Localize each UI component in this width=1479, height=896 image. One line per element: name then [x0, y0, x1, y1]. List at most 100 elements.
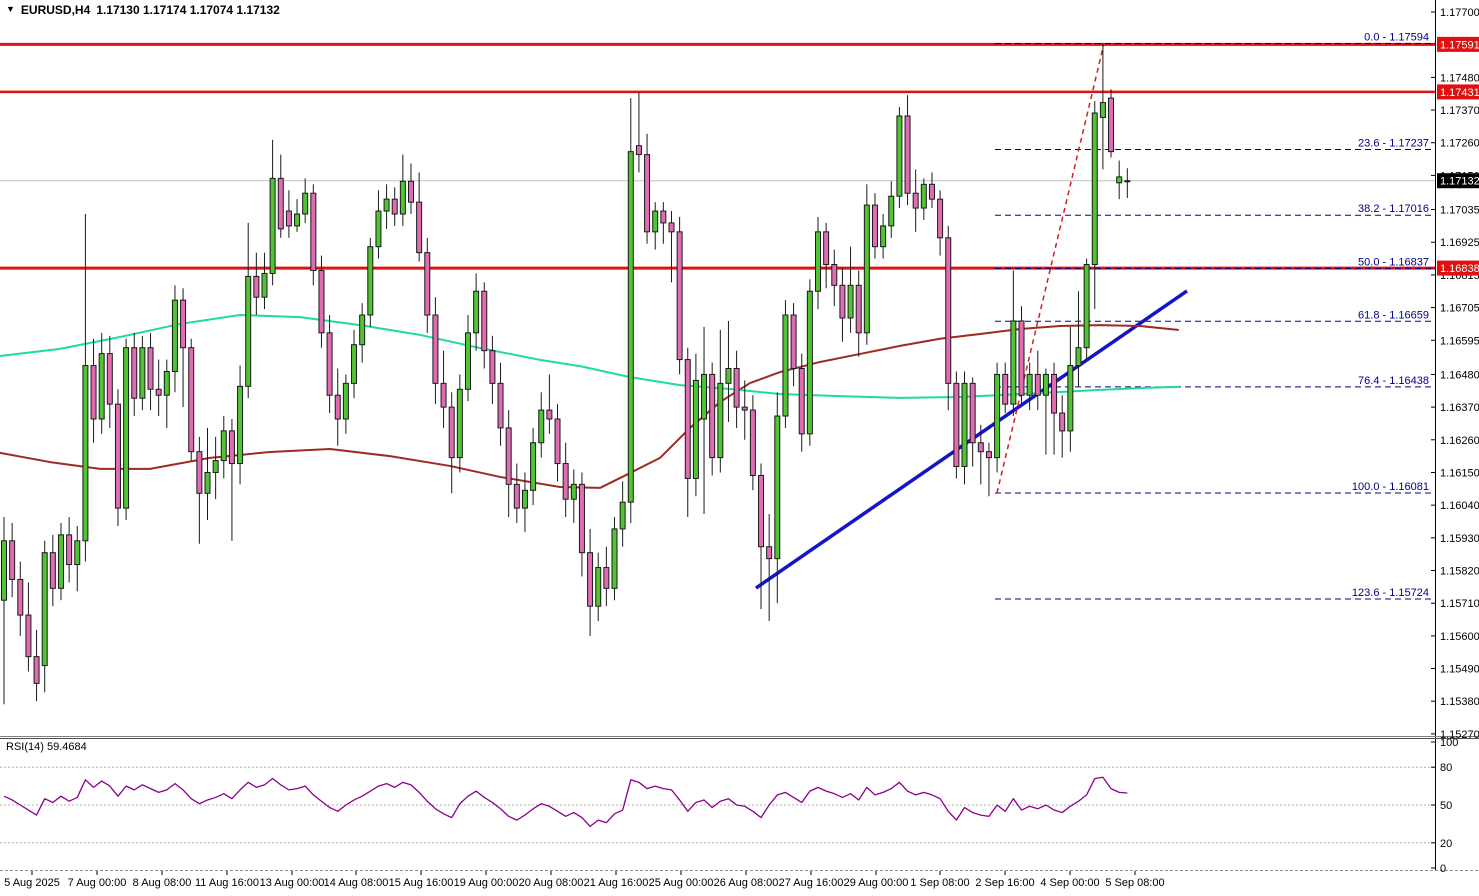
symbol-dropdown-icon[interactable]: ▼: [6, 4, 15, 14]
candle-bull: [994, 373, 1001, 459]
candle-bear: [310, 192, 317, 271]
rsi-axis-label: 0: [1440, 863, 1446, 875]
candle-bear: [1051, 373, 1058, 414]
price-tag-label: 1.17431: [1440, 87, 1479, 99]
fib-level-label: 0.0 - 1.17594: [1364, 31, 1429, 43]
candle-bull: [139, 347, 146, 399]
candle-bull: [98, 353, 105, 420]
candle-bear: [1018, 320, 1025, 396]
candle-bull: [717, 382, 724, 459]
rsi-axis-label: 50: [1440, 800, 1452, 812]
candle-bear: [578, 483, 585, 554]
candle-bull: [863, 204, 870, 334]
candle-bear: [334, 394, 341, 420]
rsi-axis-label: 20: [1440, 838, 1452, 850]
candle-bear: [985, 451, 992, 459]
candle-bull: [302, 192, 309, 215]
candle-bear: [749, 409, 756, 476]
price-tag-label: 1.17591: [1440, 39, 1479, 51]
rsi-value: 59.4684: [46, 741, 87, 753]
time-axis-label: 15 Aug 16:00: [389, 877, 454, 889]
candle-bear: [424, 252, 431, 316]
candle-bear: [66, 534, 73, 566]
candle-bear: [644, 154, 651, 233]
price-axis-label: 1.16370: [1440, 402, 1479, 414]
candle-bull: [896, 115, 903, 197]
candle-bull: [1091, 112, 1098, 266]
candle-bull: [538, 409, 545, 444]
candle-bull: [611, 528, 618, 589]
candle-bull: [1075, 347, 1082, 367]
time-axis-label: 5 Aug 2025: [4, 877, 60, 889]
time-axis-label: 29 Aug 00:00: [844, 877, 909, 889]
candle-bull: [41, 552, 48, 667]
time-axis-label: 2 Sep 16:00: [975, 877, 1034, 889]
candle-bear: [709, 373, 716, 459]
candle-bull: [245, 275, 252, 387]
candle-bull: [1083, 264, 1090, 349]
candle-bull: [261, 272, 268, 298]
candle-bear: [554, 418, 561, 465]
candle-bear: [106, 353, 113, 405]
candle-bear: [33, 656, 40, 684]
candle-bull: [1099, 102, 1106, 118]
candle-bear: [253, 275, 260, 298]
candle-bull: [806, 290, 813, 435]
price-axis-label: 1.16595: [1440, 335, 1479, 347]
candle-bull: [57, 534, 64, 589]
candle-bull: [473, 290, 480, 334]
candle-bear: [155, 388, 162, 396]
candle-bull: [652, 210, 659, 233]
price-axis-label: 1.17480: [1440, 72, 1479, 84]
candle-bull: [619, 501, 626, 530]
candle-bull: [367, 246, 374, 316]
candle-bull: [204, 471, 211, 494]
candle-bear: [196, 451, 203, 494]
candle-bear: [318, 269, 325, 334]
time-axis-label: 14 Aug 08:00: [324, 877, 389, 889]
price-axis-label: 1.15820: [1440, 566, 1479, 578]
candle-bear: [798, 367, 805, 435]
candle-bull: [383, 198, 390, 212]
candle-bull: [294, 213, 301, 227]
candle-bear: [180, 299, 187, 349]
time-axis-label: 27 Aug 16:00: [779, 877, 844, 889]
price-axis-label: 1.17370: [1440, 105, 1479, 117]
candle-bear: [25, 614, 32, 658]
time-axis-label: 11 Aug 16:00: [195, 877, 259, 889]
candle-bear: [391, 198, 398, 215]
candle-bear: [635, 145, 642, 156]
price-axis-label: 1.15600: [1440, 631, 1479, 643]
candle-bull: [627, 151, 634, 503]
candle-bear: [1034, 373, 1041, 396]
candle-bull: [815, 231, 821, 292]
time-axis-label: 7 Aug 00:00: [68, 877, 127, 889]
candle-bear: [912, 192, 919, 209]
candle-bull: [920, 183, 927, 209]
candle-bull: [464, 332, 471, 390]
price-tag-black: [1437, 173, 1479, 189]
time-axis-label: 1 Sep 08:00: [910, 877, 969, 889]
time-axis-label: 5 Sep 08:00: [1105, 877, 1164, 889]
candle-bear: [969, 382, 976, 444]
candle-bear: [9, 540, 16, 580]
price-tag-red: [1437, 84, 1479, 100]
candle-bull: [359, 314, 366, 346]
price-axis-label: 1.15270: [1440, 729, 1479, 741]
fib-level-label: 123.6 - 1.15724: [1352, 587, 1429, 599]
candle-bear: [855, 284, 862, 334]
candle-bear: [953, 382, 960, 468]
time-axis-label: 8 Aug 08:00: [133, 877, 192, 889]
candle-bear: [1059, 412, 1066, 432]
candle-bull: [1026, 373, 1033, 396]
price-axis-label: 1.16040: [1440, 500, 1479, 512]
candle-bear: [416, 201, 423, 254]
candle-bear: [945, 237, 952, 384]
candle-bull: [774, 415, 781, 560]
price-axis-label: 1.17260: [1440, 138, 1479, 150]
candle-bear: [928, 183, 935, 200]
candle-bear: [147, 347, 154, 390]
price-axis-label: 1.15490: [1440, 664, 1479, 676]
price-tag-red: [1437, 260, 1479, 276]
